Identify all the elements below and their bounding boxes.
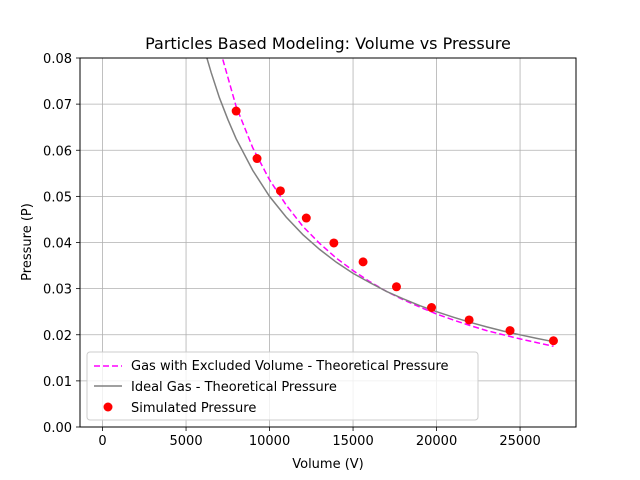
simulated-pressure-point xyxy=(329,238,339,248)
x-tick-label: 0 xyxy=(98,434,106,449)
series-layer xyxy=(206,58,554,348)
x-tick-label: 25000 xyxy=(499,434,540,449)
y-ticks: 0.00 0.01 0.02 0.03 0.04 0.05 0.06 0.07 0.08 xyxy=(43,52,80,436)
simulated-pressure-point xyxy=(301,213,311,223)
simulated-pressure-point xyxy=(391,282,401,292)
x-tick-label: 15000 xyxy=(332,434,373,449)
y-tick-label: 0.06 xyxy=(43,144,72,159)
y-tick-label: 0.07 xyxy=(43,98,72,113)
y-tick-label: 0.03 xyxy=(43,283,72,298)
simulated-pressure-point xyxy=(231,106,241,116)
legend-label-simulated: Simulated Pressure xyxy=(131,401,256,416)
legend-label-ideal-gas: Ideal Gas - Theoretical Pressure xyxy=(131,380,337,395)
x-tick-label: 20000 xyxy=(416,434,457,449)
x-axis-label: Volume (V) xyxy=(292,457,364,472)
y-tick-label: 0.01 xyxy=(43,375,72,390)
x-tick-label: 10000 xyxy=(249,434,290,449)
x-ticks: 0 5000 10000 15000 20000 25000 xyxy=(98,427,541,449)
legend-box xyxy=(86,351,479,421)
simulated-pressure-point xyxy=(505,326,515,336)
marker-layer xyxy=(231,106,558,346)
legend-swatch-simulated xyxy=(103,402,113,412)
simulated-pressure-point xyxy=(252,154,262,164)
simulated-pressure-point xyxy=(464,315,474,325)
series-line-1 xyxy=(206,58,554,343)
simulated-pressure-point xyxy=(548,336,558,346)
chart-title: Particles Based Modeling: Volume vs Pres… xyxy=(145,34,511,53)
y-tick-label: 0.08 xyxy=(43,52,72,67)
simulated-pressure-point xyxy=(275,186,285,196)
legend-label-excluded-volume: Gas with Excluded Volume - Theoretical P… xyxy=(131,359,449,374)
y-tick-label: 0.04 xyxy=(43,237,72,252)
x-tick-label: 5000 xyxy=(170,434,203,449)
y-tick-label: 0.02 xyxy=(43,329,72,344)
legend: Gas with Excluded Volume - Theoretical P… xyxy=(86,351,479,421)
y-axis-label: Pressure (P) xyxy=(20,203,35,281)
simulated-pressure-point xyxy=(358,257,368,267)
y-tick-label: 0.00 xyxy=(43,421,72,436)
simulated-pressure-point xyxy=(427,303,437,313)
y-tick-label: 0.05 xyxy=(43,190,72,205)
